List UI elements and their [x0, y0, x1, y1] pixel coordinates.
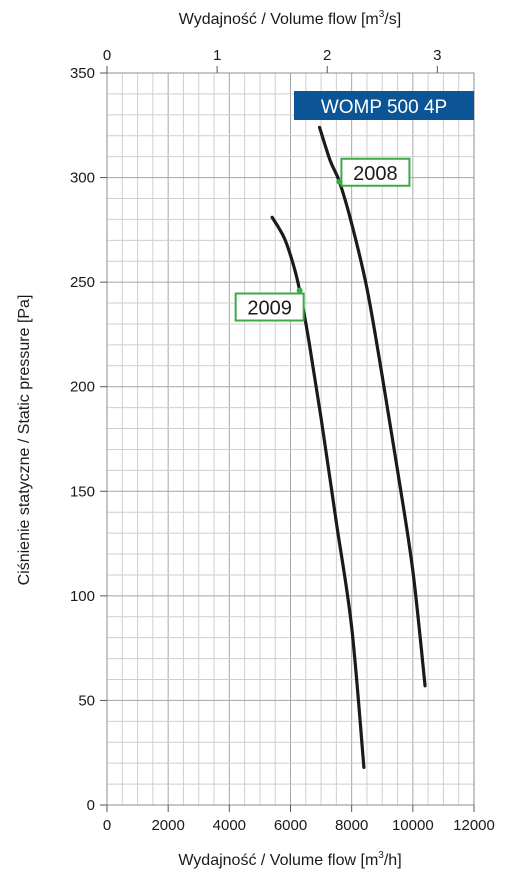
chart-grid	[106, 72, 475, 806]
x-bottom-tick-label: 12000	[453, 817, 495, 834]
series-label-2008: 2008	[353, 163, 398, 185]
x-top-axis-ticks: 0 1 2 3	[103, 47, 442, 73]
series-marker-2009	[296, 287, 303, 294]
y-axis-title: Ciśnienie statyczne / Static pressure [P…	[16, 295, 33, 586]
x-bottom-axis-ticks: 0 2000 4000 6000 8000 10000 12000	[103, 805, 495, 834]
x-top-tick-label: 3	[433, 47, 441, 64]
series-curve-2009	[270, 215, 366, 769]
series-layer: 2008 2009	[234, 125, 427, 769]
x-bottom-tick-label: 8000	[335, 817, 368, 834]
x-bottom-tick-label: 2000	[151, 817, 184, 834]
y-tick-label: 300	[70, 170, 95, 187]
y-tick-label: 200	[70, 379, 95, 396]
y-tick-label: 150	[70, 483, 95, 500]
series-label-2009: 2009	[247, 298, 292, 320]
x-top-tick-label: 0	[103, 47, 111, 64]
x-top-tick-label: 1	[213, 47, 221, 64]
series-curve-2008	[317, 125, 427, 688]
y-axis-ticks: 0 50 100 150 200 250 300 350	[70, 65, 107, 814]
x-bottom-axis-title: Wydajność / Volume flow [m3/h]	[178, 850, 401, 869]
x-top-tick-label: 2	[323, 47, 331, 64]
series-label-box-2009	[234, 292, 305, 322]
y-tick-label: 50	[78, 692, 95, 709]
x-bottom-tick-label: 0	[103, 817, 111, 834]
y-tick-label: 0	[87, 797, 95, 814]
model-badge	[294, 91, 474, 120]
series-label-box-2008	[340, 157, 411, 187]
x-bottom-tick-label: 4000	[213, 817, 246, 834]
y-tick-label: 350	[70, 65, 95, 82]
x-bottom-tick-label: 10000	[392, 817, 434, 834]
y-tick-label: 250	[70, 274, 95, 291]
x-top-axis-title: Wydajność / Volume flow [m3/s]	[179, 9, 401, 28]
y-tick-label: 100	[70, 588, 95, 605]
model-badge-label: WOMP 500 4P	[321, 97, 447, 118]
x-bottom-tick-label: 6000	[274, 817, 307, 834]
